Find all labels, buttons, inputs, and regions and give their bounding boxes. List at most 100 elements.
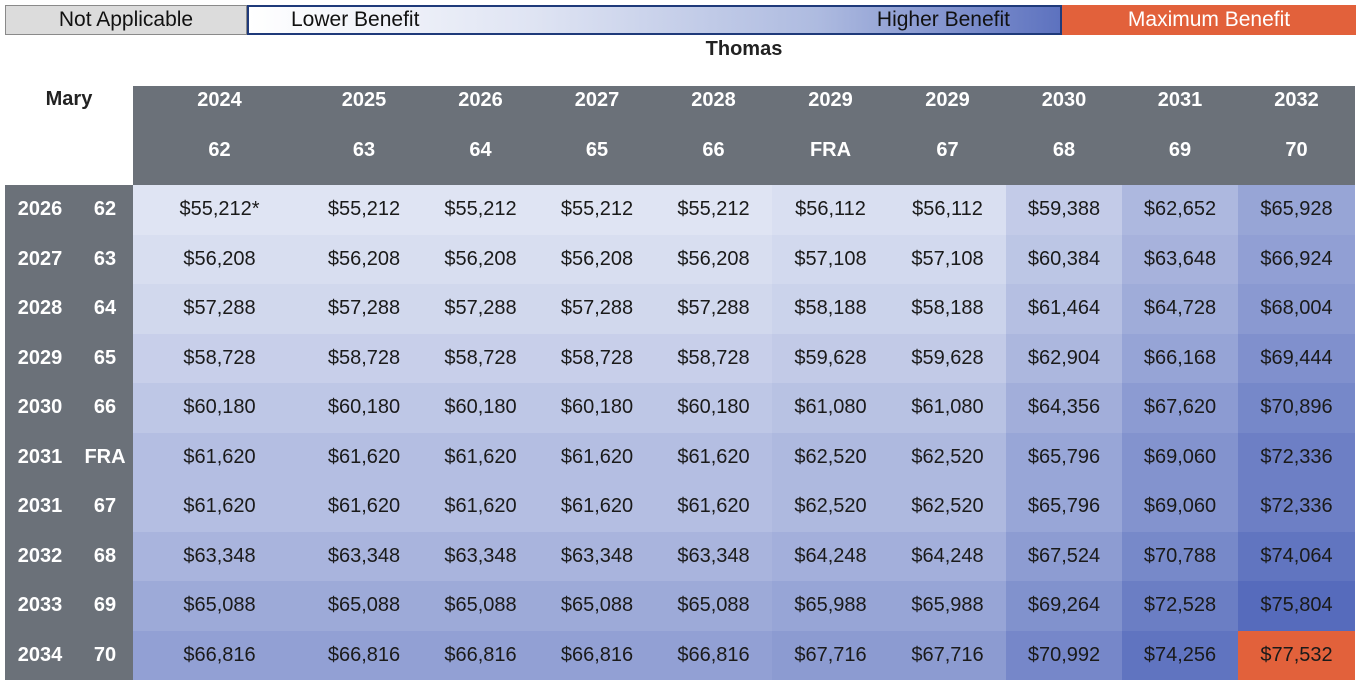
heatmap-cell: $68,004: [1238, 284, 1355, 334]
legend-not-applicable: Not Applicable: [5, 5, 247, 35]
legend-lower-label: Lower Benefit: [291, 8, 420, 31]
row-age-label: 68: [93, 544, 117, 567]
heatmap-cell: $55,212: [655, 185, 772, 235]
column-age-label: FRA: [809, 139, 852, 161]
heatmap-cell: $61,620: [306, 482, 422, 532]
heatmap-cell: $58,728: [655, 333, 772, 383]
row-year-label: 2033: [17, 594, 63, 616]
heatmap-cell: $65,088: [655, 581, 772, 631]
heatmap-cell: $58,188: [772, 284, 889, 334]
column-age-label: 63: [352, 139, 376, 161]
column-year-label: 2031: [1157, 89, 1203, 111]
row-age-label: 64: [93, 297, 117, 319]
row-axis-title: Mary: [45, 88, 93, 110]
heatmap-cell: $70,896: [1238, 383, 1355, 433]
heatmap-cell: $61,620: [133, 432, 306, 482]
column-year-label: 2029: [808, 89, 853, 111]
heatmap-cell: $65,088: [422, 581, 539, 631]
heatmap-cell: $63,348: [422, 531, 539, 581]
heatmap-cell: $65,796: [1006, 482, 1122, 532]
heatmap-cell: $66,816: [539, 630, 655, 680]
heatmap-cell: $64,248: [772, 531, 889, 581]
heatmap-cell: $65,988: [772, 581, 889, 631]
row-age-label: FRA: [84, 445, 126, 468]
row-age-label: 63: [93, 247, 117, 270]
heatmap-cell: $56,208: [422, 234, 539, 284]
legend-maximum-label: Maximum Benefit: [1127, 8, 1291, 31]
heatmap-cell: $55,212: [306, 185, 422, 235]
column-year-label: 2030: [1041, 89, 1087, 111]
heatmap-cell: $65,088: [306, 581, 422, 631]
heatmap-cell: $56,208: [539, 234, 655, 284]
heatmap-cell: $60,180: [306, 383, 422, 433]
column-year-label: 2027: [574, 89, 620, 111]
heatmap-cell: $61,080: [772, 383, 889, 433]
heatmap-cell: $74,256: [1122, 630, 1238, 680]
heatmap-cell: $63,348: [133, 531, 306, 581]
row-age-label: 65: [93, 346, 117, 369]
column-header-band: 2024 62 2025 63 2026 64 2027 65 2028 66 2029 FRA 202…: [133, 86, 1355, 185]
heatmap-cell: $70,788: [1122, 531, 1238, 581]
heatmap-cell: $61,620: [539, 482, 655, 532]
column-age-label: 65: [585, 139, 609, 161]
heatmap-cell: $59,628: [772, 333, 889, 383]
heatmap-cell: $55,212: [422, 185, 539, 235]
heatmap-cell: $63,648: [1122, 234, 1238, 284]
row-year-label: 2030: [17, 396, 63, 418]
heatmap-cell: $60,180: [133, 383, 306, 433]
column-year-label: 2032: [1274, 89, 1319, 111]
heatmap-cell: $61,620: [655, 482, 772, 532]
heatmap-cell: $65,796: [1006, 432, 1122, 482]
heatmap-cell: $56,208: [655, 234, 772, 284]
row-year-label: 2034: [17, 643, 63, 666]
heatmap-cell: $57,288: [306, 284, 422, 334]
column-year-label: 2026: [458, 89, 503, 111]
heatmap-cell: $61,620: [655, 432, 772, 482]
heatmap-cell: $67,716: [772, 630, 889, 680]
heatmap-cell: $65,928: [1238, 185, 1355, 235]
column-age-label: 67: [936, 139, 959, 161]
heatmap-cell: $75,804: [1238, 581, 1355, 631]
heatmap-cell: $72,336: [1238, 432, 1355, 482]
heatmap-cell: $69,264: [1006, 581, 1122, 631]
row-year-label: 2031: [17, 495, 63, 517]
heatmap-cell: $58,728: [306, 333, 422, 383]
heatmap-cell: $62,520: [889, 432, 1006, 482]
heatmap-cell: $58,728: [422, 333, 539, 383]
heatmap-cell: $69,060: [1122, 482, 1238, 532]
column-age-label: 62: [208, 139, 231, 161]
legend-maximum: Maximum Benefit: [1062, 5, 1356, 35]
heatmap-cell: $66,816: [655, 630, 772, 680]
legend-higher-label: Higher Benefit: [876, 8, 1010, 31]
heatmap-cell: $56,208: [306, 234, 422, 284]
heatmap-cell: $61,620: [422, 482, 539, 532]
heatmap-cell: $65,088: [539, 581, 655, 631]
heatmap-cell: $57,288: [539, 284, 655, 334]
row-year-label: 2029: [17, 346, 63, 369]
row-age-label: 69: [93, 594, 117, 616]
heatmap-cell: $55,212*: [133, 185, 306, 235]
row-year-label: 2026: [17, 198, 63, 220]
column-age-label: 69: [1168, 139, 1192, 161]
heatmap-cell: $58,728: [133, 333, 306, 383]
heatmap-cell: $65,088: [133, 581, 306, 631]
heatmap-cell: $64,356: [1006, 383, 1122, 433]
column-axis-title: Thomas: [705, 38, 783, 60]
heatmap-cell: $59,388: [1006, 185, 1122, 235]
row-age-label: 62: [93, 198, 117, 220]
heatmap-cell: $63,348: [306, 531, 422, 581]
column-age-label: 64: [469, 139, 492, 161]
column-age-label: 66: [702, 139, 725, 161]
heatmap-cell: $60,180: [655, 383, 772, 433]
heatmap-cell: $67,620: [1122, 383, 1238, 433]
heatmap-cell: $56,112: [772, 185, 889, 235]
heatmap-cell: $65,988: [889, 581, 1006, 631]
heatmap-cell: $67,524: [1006, 531, 1122, 581]
column-year-label: 2025: [341, 89, 387, 111]
column-age-label: 68: [1052, 139, 1076, 161]
heatmap-cell: $62,520: [889, 482, 1006, 532]
row-year-label: 2028: [17, 297, 63, 319]
heatmap-cell: $77,532: [1238, 630, 1355, 680]
heatmap-cell: $72,336: [1238, 482, 1355, 532]
heatmap-cell: $66,816: [422, 630, 539, 680]
